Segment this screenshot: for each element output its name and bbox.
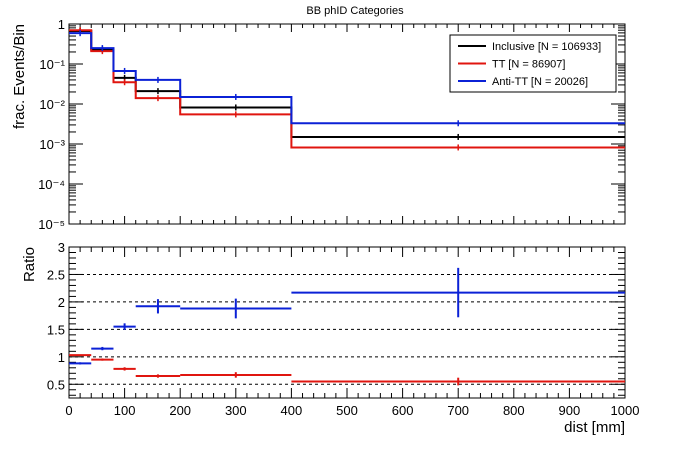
bottom-panel: 0.5 1 1.5 2 2.5 3 0 100 200 300 400 500 600 700 800 900… [21,240,639,436]
series-line [69,32,625,125]
x-tick-label: 800 [503,403,525,418]
x-tick-label: 900 [559,403,581,418]
legend-entry-label: Inclusive [N = 106933] [492,41,601,53]
x-tick-label: 300 [225,403,247,418]
legend-entry-label: TT [N = 86907] [492,59,565,71]
x-tick-label: 100 [114,403,136,418]
top-series-group [69,27,625,151]
x-tick-label: 400 [281,403,303,418]
top-y-tick-label: 10⁻¹ [39,57,65,72]
top-panel: 10⁻⁵ 10⁻⁴ 10⁻³ 10⁻² 10⁻¹ 1 frac. Events/Bin I… [11,17,626,232]
bottom-y-tick-label: 1 [58,350,65,365]
top-y-tick-label: 10⁻³ [39,137,65,152]
x-tick-label: 600 [392,403,414,418]
legend-box [449,34,617,93]
bottom-y-tick-label: 3 [58,240,65,255]
bottom-axis-ticks: 0.5 1 1.5 2 2.5 3 0 100 200 300 400 500 600 700 800 900… [47,240,640,418]
bottom-y-tick-label: 0.5 [47,377,65,392]
top-axis-ticks: 10⁻⁵ 10⁻⁴ 10⁻³ 10⁻² 10⁻¹ 1 [38,17,626,232]
bottom-y-axis-label: Ratio [21,247,38,282]
x-tick-label: 0 [65,403,72,418]
bottom-gridlines [69,273,625,385]
bottom-series-group [69,267,625,386]
top-y-tick-label: 1 [58,17,65,32]
top-y-tick-label: 10⁻² [39,97,65,112]
bottom-y-tick-label: 2 [58,295,65,310]
x-tick-label: 500 [336,403,358,418]
top-y-axis-label: frac. Events/Bin [11,24,28,129]
legend-entry-label: Anti-TT [N = 20026] [492,76,588,88]
top-y-tick-label: 10⁻⁵ [38,217,65,232]
x-tick-label: 200 [169,403,191,418]
top-y-tick-label: 10⁻⁴ [38,177,65,192]
x-tick-label: 1000 [611,403,640,418]
x-tick-label: 700 [447,403,469,418]
x-axis-label: dist [mm] [564,419,625,436]
chart-title: BB phID Categories [306,5,404,17]
bottom-y-tick-label: 1.5 [47,322,65,337]
bottom-y-tick-label: 2.5 [47,267,65,282]
legend: Inclusive [N = 106933] TT [N = 86907] Anti… [449,34,617,93]
